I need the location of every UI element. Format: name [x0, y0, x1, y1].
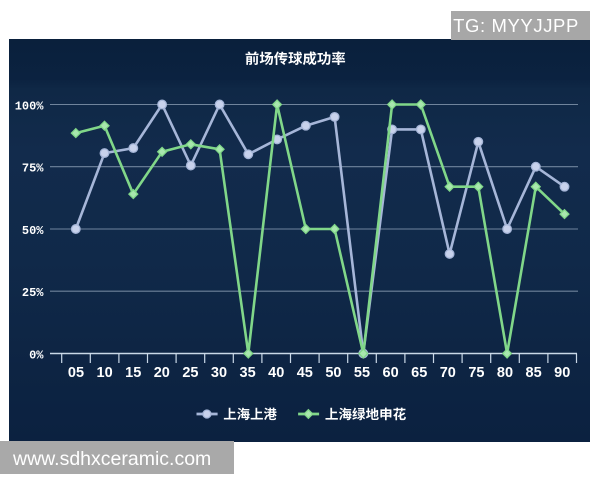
svg-text:35: 35: [240, 365, 256, 381]
svg-text:45: 45: [297, 365, 313, 381]
svg-text:40: 40: [268, 365, 284, 381]
svg-text:70: 70: [440, 365, 456, 381]
svg-text:10: 10: [97, 365, 113, 381]
svg-text:25%: 25%: [22, 286, 44, 300]
svg-text:100%: 100%: [15, 100, 45, 114]
svg-text:50%: 50%: [22, 224, 44, 238]
svg-text:80: 80: [497, 365, 513, 381]
svg-text:90: 90: [554, 365, 570, 381]
svg-text:15: 15: [125, 365, 141, 381]
svg-text:75%: 75%: [22, 162, 44, 176]
svg-text:05: 05: [68, 365, 84, 381]
svg-text:30: 30: [211, 365, 227, 381]
svg-text:65: 65: [411, 365, 427, 381]
svg-text:85: 85: [526, 365, 542, 381]
svg-text:50: 50: [325, 365, 341, 381]
svg-text:55: 55: [354, 365, 370, 381]
svg-text:20: 20: [154, 365, 170, 381]
svg-text:75: 75: [468, 365, 484, 381]
svg-text:0%: 0%: [29, 349, 44, 363]
svg-text:25: 25: [182, 365, 198, 381]
svg-text:60: 60: [383, 365, 399, 381]
